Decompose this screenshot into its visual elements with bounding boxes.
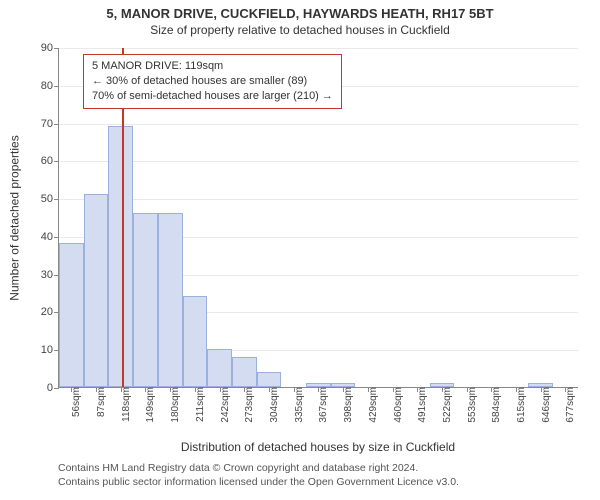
ytick-label: 90 (23, 42, 59, 54)
xtick-label: 398sqm (339, 387, 354, 423)
xtick-label: 677sqm (561, 387, 576, 423)
xtick-label: 180sqm (166, 387, 181, 423)
xtick-label: 491sqm (413, 387, 428, 423)
ytick-label: 70 (23, 118, 59, 130)
histogram-bar (158, 213, 183, 387)
xtick-label: 522sqm (438, 387, 453, 423)
annotation-line: 70% of semi-detached houses are larger (… (92, 89, 333, 104)
histogram-bar (183, 296, 208, 387)
gridline (59, 124, 578, 125)
gridline (59, 161, 578, 162)
xtick-label: 304sqm (265, 387, 280, 423)
ytick-label: 10 (23, 344, 59, 356)
histogram-bar (133, 213, 158, 387)
xtick-label: 242sqm (216, 387, 231, 423)
xtick-label: 211sqm (191, 387, 206, 422)
xtick-label: 460sqm (389, 387, 404, 423)
histogram-bar (232, 357, 257, 387)
ytick-label: 60 (23, 155, 59, 167)
xtick-label: 87sqm (92, 387, 107, 417)
xtick-label: 615sqm (512, 387, 527, 423)
xtick-label: 553sqm (463, 387, 478, 423)
xtick-label: 149sqm (141, 387, 156, 423)
histogram-bar (257, 372, 282, 387)
chart-subtitle: Size of property relative to detached ho… (0, 21, 600, 41)
chart-container: 5, MANOR DRIVE, CUCKFIELD, HAYWARDS HEAT… (0, 0, 600, 500)
histogram-bar (84, 194, 109, 387)
xtick-label: 429sqm (364, 387, 379, 423)
ytick-label: 30 (23, 269, 59, 281)
y-axis-label-wrap: Number of detached properties (8, 48, 22, 388)
ytick-label: 0 (23, 382, 59, 394)
ytick-label: 50 (23, 193, 59, 205)
xtick-label: 273sqm (240, 387, 255, 423)
xtick-label: 118sqm (117, 387, 132, 422)
x-axis-label: Distribution of detached houses by size … (58, 440, 578, 454)
ytick-label: 80 (23, 80, 59, 92)
xtick-label: 56sqm (67, 387, 82, 417)
ytick-label: 20 (23, 306, 59, 318)
y-axis-label: Number of detached properties (8, 135, 22, 300)
annotation-box: 5 MANOR DRIVE: 119sqm← 30% of detached h… (83, 54, 342, 109)
annotation-line: 5 MANOR DRIVE: 119sqm (92, 59, 333, 74)
gridline (59, 199, 578, 200)
attribution-text: Contains HM Land Registry data © Crown c… (58, 462, 578, 489)
histogram-bar (207, 349, 232, 387)
xtick-label: 335sqm (290, 387, 305, 423)
attribution-line1: Contains HM Land Registry data © Crown c… (58, 462, 578, 476)
xtick-label: 646sqm (537, 387, 552, 423)
xtick-label: 367sqm (314, 387, 329, 423)
chart-title: 5, MANOR DRIVE, CUCKFIELD, HAYWARDS HEAT… (0, 0, 600, 21)
gridline (59, 48, 578, 49)
xtick-label: 584sqm (487, 387, 502, 423)
attribution-line2: Contains public sector information licen… (58, 476, 578, 490)
histogram-bar (59, 243, 84, 387)
plot-area: 010203040506070809056sqm87sqm118sqm149sq… (58, 48, 578, 388)
ytick-label: 40 (23, 231, 59, 243)
plot-area-wrap: 010203040506070809056sqm87sqm118sqm149sq… (58, 48, 578, 418)
annotation-line: ← 30% of detached houses are smaller (89… (92, 74, 333, 89)
